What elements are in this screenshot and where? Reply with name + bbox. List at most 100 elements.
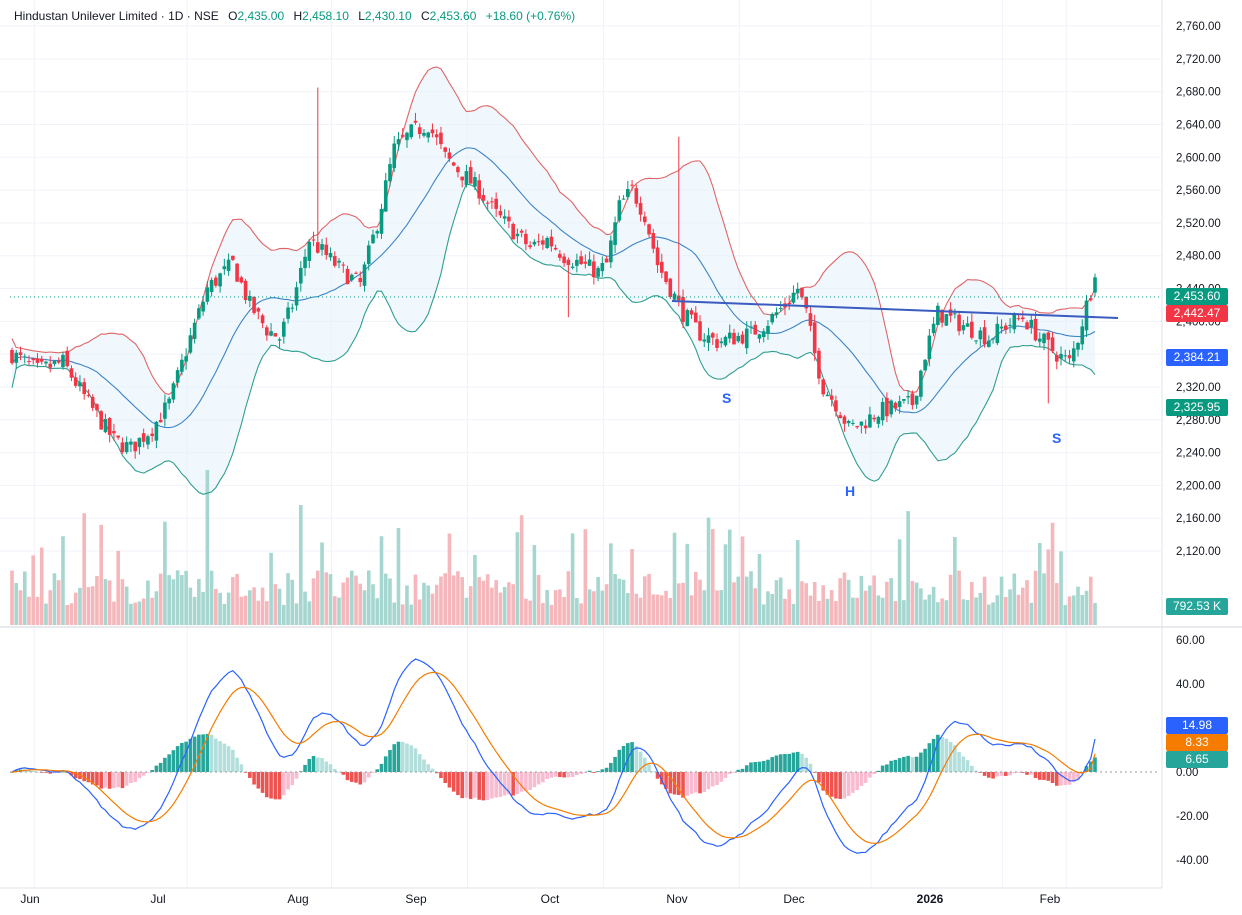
volume-bar — [69, 603, 74, 625]
candle-body — [222, 266, 227, 270]
volume-bar — [379, 536, 384, 625]
volume-bar — [910, 581, 915, 625]
candle-body — [1046, 332, 1051, 340]
candle-body — [315, 242, 320, 253]
candle-body — [902, 399, 906, 401]
candle-body — [133, 441, 137, 452]
candle-body — [413, 120, 418, 123]
candle-body — [808, 313, 813, 326]
histogram-bar — [1025, 772, 1029, 775]
histogram-bar — [681, 772, 685, 798]
volume-bar — [936, 602, 940, 625]
volume-bar — [107, 580, 112, 625]
candle-body — [324, 244, 329, 256]
candle-body — [248, 295, 252, 301]
candle-body — [1042, 333, 1046, 344]
candle-body — [69, 368, 74, 378]
macd-tick-label: 40.00 — [1176, 679, 1205, 691]
candle-body — [931, 323, 936, 334]
volume-bar — [600, 590, 605, 625]
volume-bar — [99, 524, 103, 625]
macd-tick-label: -40.00 — [1176, 855, 1209, 867]
volume-bar — [681, 582, 685, 625]
histogram-bar — [872, 772, 876, 775]
volume-bar — [638, 597, 643, 625]
candle-body — [464, 171, 469, 185]
price-tick-label: 2,760.00 — [1176, 21, 1221, 33]
histogram-bar — [146, 772, 150, 773]
symbol-title[interactable]: Hindustan Unilever Limited · 1D · NSE — [14, 9, 219, 23]
volume-bar — [383, 573, 388, 625]
volume-bar — [766, 591, 770, 625]
price-tick-label: 2,280.00 — [1176, 415, 1221, 427]
candle-body — [596, 268, 600, 277]
histogram-bar — [953, 745, 957, 772]
volume-bar — [817, 600, 821, 625]
candle-body — [405, 132, 409, 141]
volume-bar — [332, 596, 337, 625]
volume-bar — [626, 593, 630, 625]
candle-body — [27, 361, 31, 363]
candle-body — [434, 134, 439, 138]
volume-bar — [235, 573, 239, 625]
volume-bar — [957, 570, 961, 625]
histogram-bar — [834, 772, 838, 799]
candle-body — [214, 277, 218, 286]
candle-body — [1063, 355, 1068, 357]
candle-body — [676, 295, 681, 301]
candle-body — [1084, 300, 1089, 331]
volume-bar — [553, 590, 558, 625]
histogram-bar — [502, 772, 507, 796]
volume-bar — [787, 589, 792, 625]
histogram-bar — [778, 754, 783, 772]
volume-bar — [150, 597, 154, 625]
histogram-bar — [422, 759, 426, 772]
histogram-bar — [668, 772, 673, 794]
candle-body — [613, 222, 617, 245]
volume-bar — [120, 579, 125, 625]
histogram-bar — [753, 762, 758, 772]
volume-bar — [740, 536, 745, 625]
histogram-bar — [549, 772, 554, 778]
candle-body — [995, 323, 1000, 344]
bollinger-band-fill — [12, 67, 1095, 495]
volume-bar — [260, 587, 265, 625]
volume-bar — [727, 529, 732, 625]
candle-body — [957, 314, 961, 332]
neckline-trendline[interactable] — [671, 300, 1119, 319]
histogram-bar — [320, 758, 324, 772]
histogram-bar — [328, 764, 333, 772]
volume-bar — [468, 586, 473, 625]
volume-bar — [73, 592, 78, 625]
candle-body — [630, 184, 634, 186]
histogram-bar — [107, 772, 112, 789]
time-tick-label: Jul — [150, 892, 165, 906]
volume-bar — [400, 604, 405, 625]
candle-body — [400, 135, 405, 137]
histogram-bar — [893, 759, 898, 772]
candle-body — [621, 198, 626, 200]
histogram-bar — [129, 772, 133, 784]
volume-bar — [757, 554, 762, 625]
volume-bar — [902, 600, 906, 625]
candle-body — [689, 310, 694, 315]
candle-body — [1050, 337, 1055, 351]
candle-body — [885, 397, 889, 417]
volume-bar — [14, 582, 19, 625]
volume-bar — [1008, 589, 1012, 625]
volume-bar — [532, 545, 537, 625]
candle-body — [273, 333, 278, 337]
candle-body — [923, 359, 927, 371]
volume-bar — [706, 517, 711, 625]
time-axis[interactable]: Jun Jul Aug Sep Oct Nov Dec 2026 Feb — [20, 892, 1060, 906]
histogram-bar — [214, 738, 218, 772]
candle-body — [863, 425, 868, 429]
volume-bar — [413, 574, 418, 625]
candle-body — [851, 422, 855, 424]
volume-bar — [770, 593, 775, 625]
candle-body — [1093, 277, 1097, 293]
volume-bar — [927, 594, 932, 625]
histogram-bar — [562, 772, 566, 778]
histogram-bar — [702, 772, 707, 793]
